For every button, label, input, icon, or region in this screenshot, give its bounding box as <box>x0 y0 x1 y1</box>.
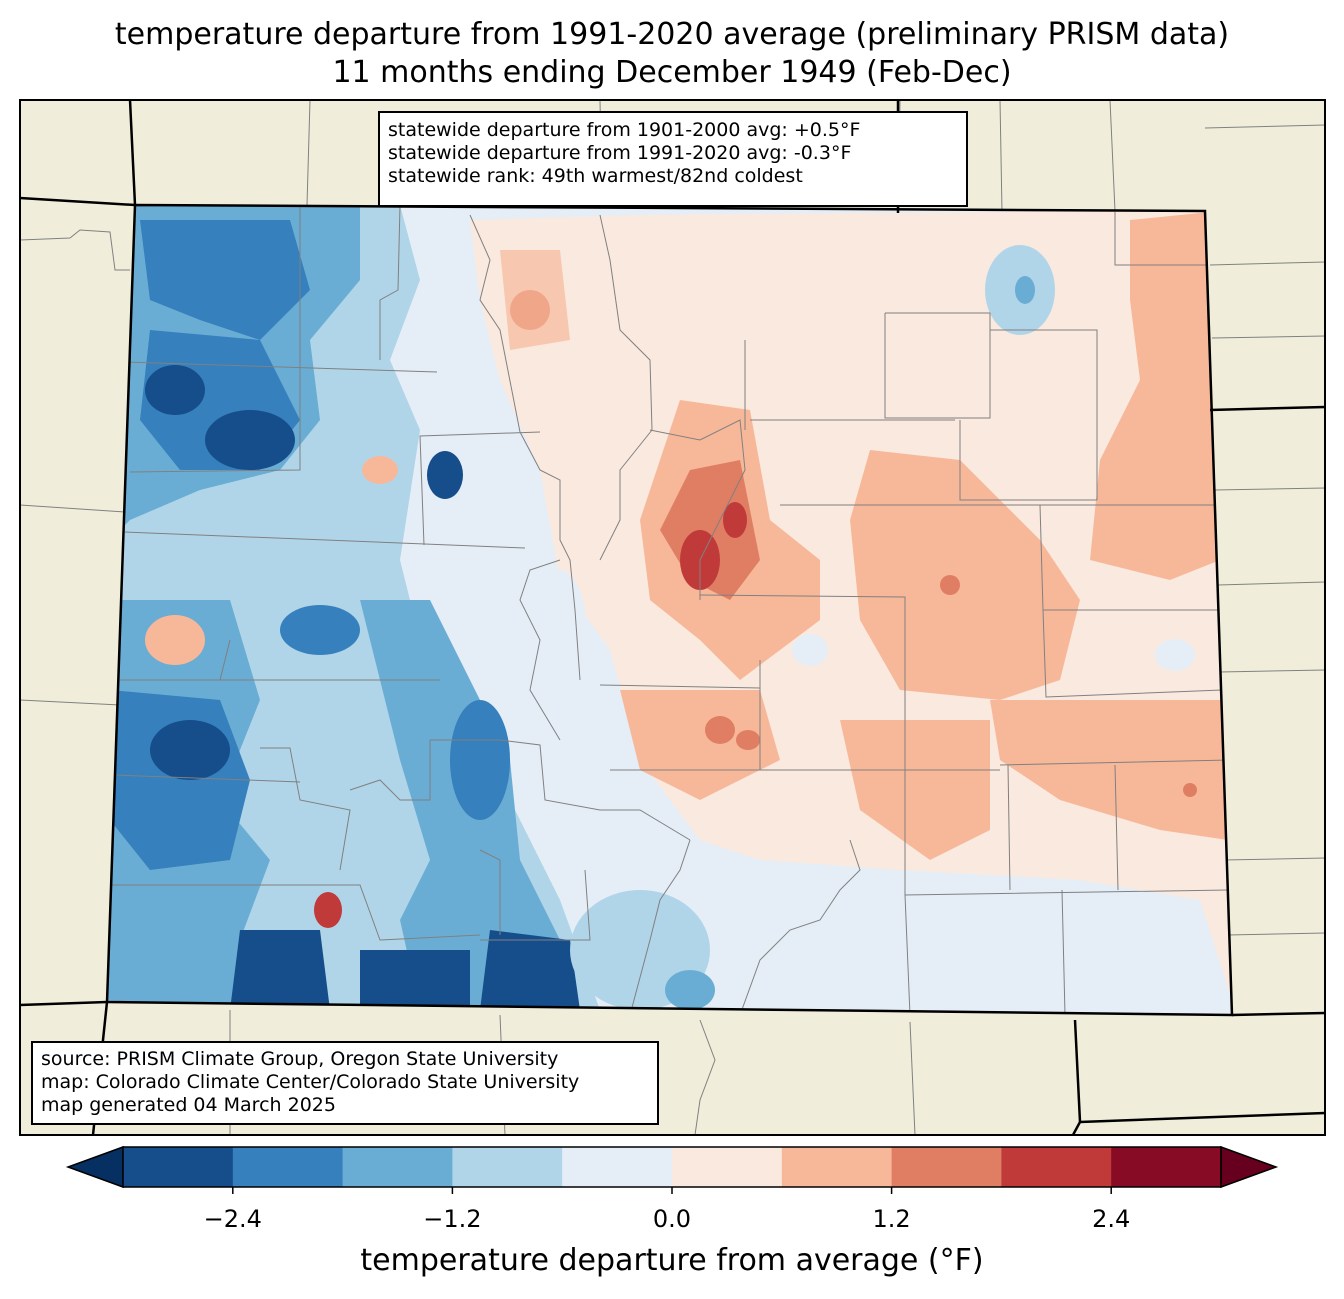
colorbar-segment <box>1001 1147 1112 1187</box>
stats-departure-1901-2000: statewide departure from 1901-2000 avg: … <box>388 119 861 141</box>
colorbar-segment <box>232 1147 344 1187</box>
generated-date-line: map generated 04 March 2025 <box>41 1094 336 1116</box>
colorbar-segment <box>781 1147 893 1187</box>
colorbar-segment <box>891 1147 1002 1187</box>
map-frame <box>19 99 1326 1136</box>
map-title-line1: temperature departure from 1991-2020 ave… <box>114 17 1230 52</box>
stats-departure-1991-2020: statewide departure from 1991-2020 avg: … <box>388 142 852 164</box>
map-title-line2: 11 months ending December 1949 (Feb-Dec) <box>332 55 1012 90</box>
colorbar-segment <box>562 1147 673 1187</box>
colorbar-extend-low <box>65 1145 124 1189</box>
colorbar-label: temperature departure from average (°F) <box>360 1243 984 1278</box>
colorbar-segment <box>452 1147 563 1187</box>
source-line: source: PRISM Climate Group, Oregon Stat… <box>41 1048 559 1070</box>
colorbar <box>65 1145 1279 1194</box>
source-credits-box: source: PRISM Climate Group, Oregon Stat… <box>31 1041 659 1125</box>
colorbar-segment <box>672 1147 783 1187</box>
temperature-field <box>107 205 1232 1015</box>
map-credit-line: map: Colorado Climate Center/Colorado St… <box>41 1071 580 1093</box>
colorbar-tick-label: 2.4 <box>1092 1205 1131 1233</box>
colorbar-tick-label: 0.0 <box>652 1205 692 1233</box>
statewide-stats-box: statewide departure from 1901-2000 avg: … <box>378 111 968 207</box>
colorbar-tick-label: −1.2 <box>423 1205 482 1233</box>
colorbar-segment <box>1111 1147 1222 1187</box>
colorbar-segment <box>342 1147 453 1187</box>
county-boundaries <box>110 205 1229 1015</box>
colorbar-segment <box>123 1147 234 1187</box>
colorbar-tick-label: −2.4 <box>203 1205 262 1233</box>
colorbar-extend-high <box>1220 1145 1279 1189</box>
colorbar-tick-label: 1.2 <box>872 1205 911 1233</box>
stats-rank: statewide rank: 49th warmest/82nd coldes… <box>388 165 803 187</box>
